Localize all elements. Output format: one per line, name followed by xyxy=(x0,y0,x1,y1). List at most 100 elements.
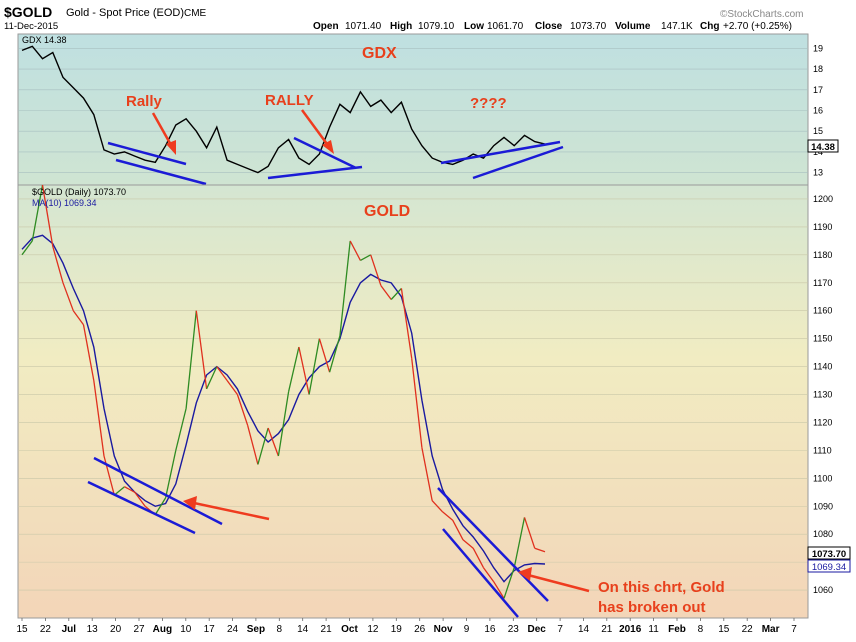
gold-price-segment xyxy=(82,324,95,381)
gold-y-tick-label: 1130 xyxy=(813,390,832,400)
gold-price-segment xyxy=(21,240,33,256)
gold-price-segment xyxy=(257,427,269,465)
gold-price-segment xyxy=(328,335,341,373)
gdx-legend: GDX 14.38 xyxy=(22,35,67,45)
gold-y-tick-label: 1170 xyxy=(813,278,832,288)
gold-price-segment xyxy=(93,380,105,457)
gold-price-line xyxy=(21,184,546,599)
ma-last-value-box: 1069.34 xyxy=(807,559,851,573)
x-axis-tick-label: 7 xyxy=(557,624,563,635)
gold-trendline-1a xyxy=(93,456,223,526)
x-axis-tick-label: 8 xyxy=(698,624,704,635)
brand-label: ©StockCharts.com xyxy=(720,9,804,20)
gdx-last-value-box: 14.38 xyxy=(807,139,839,153)
gold-price-segment xyxy=(103,455,115,496)
gold-last-value: 1073.70 xyxy=(812,549,846,560)
x-axis-tick-label: 15 xyxy=(16,624,28,635)
gdx-y-tick-label: 18 xyxy=(813,64,823,74)
x-axis-tick-label: 12 xyxy=(367,624,379,635)
gold-panel-title: GOLD xyxy=(364,203,410,220)
gold-price-segment xyxy=(206,366,218,390)
breakout-annotation-line1: On this chrt, Gold xyxy=(598,579,725,596)
close-value: 1073.70 xyxy=(570,21,607,32)
gold-price-segment xyxy=(431,500,443,513)
x-axis-tick-label: 26 xyxy=(414,624,426,635)
gold-price-segment xyxy=(236,394,249,426)
high-value: 1079.10 xyxy=(418,21,455,32)
gdx-trendline-3b xyxy=(472,145,564,180)
x-axis-tick-label: 27 xyxy=(133,624,145,635)
gold-price-segment xyxy=(134,491,146,507)
gold-price-segment xyxy=(493,581,505,599)
gold-y-tick-label: 1150 xyxy=(813,334,832,344)
gold-price-segment xyxy=(298,346,310,395)
x-axis-tick-label: Oct xyxy=(341,624,358,635)
x-axis-tick-label: 17 xyxy=(204,624,216,635)
gold-gridlines xyxy=(18,198,808,591)
x-axis-tick-label: Sep xyxy=(247,624,265,635)
gold-price-segment xyxy=(308,338,321,395)
gold-price-segment xyxy=(360,254,372,261)
gdx-plot-background xyxy=(17,33,809,186)
gold-price-segment xyxy=(318,338,331,373)
gold-trendline-1b xyxy=(87,480,196,535)
gold-price-segment xyxy=(185,310,197,409)
gold-y-tick-label: 1200 xyxy=(813,194,833,204)
gold-y-tick-label: 1100 xyxy=(813,473,832,483)
gold-trendline-2b xyxy=(442,528,519,618)
x-axis-tick-label: 14 xyxy=(578,624,590,635)
volume-value: 147.1K xyxy=(661,21,693,32)
symbol-title: $GOLD xyxy=(4,4,52,20)
x-axis-tick-label: Dec xyxy=(528,624,547,635)
gold-legend: $GOLD (Daily) 1073.70 xyxy=(32,187,126,197)
rally-caps-arrow xyxy=(300,109,334,154)
open-label: Open xyxy=(313,21,339,32)
x-axis-tick-label: 9 xyxy=(464,624,470,635)
x-axis-tick-label: Mar xyxy=(762,624,780,635)
gold-price-segment xyxy=(472,547,485,569)
x-axis-tick-label: 16 xyxy=(484,624,496,635)
gold-price-segment xyxy=(226,380,238,395)
gold-price-segment xyxy=(164,450,177,499)
gold-price-segment xyxy=(503,567,515,599)
rally-caps-annotation: RALLY xyxy=(265,92,314,109)
x-axis-tick-label: 21 xyxy=(321,624,333,635)
gold-y-tick-label: 1160 xyxy=(813,306,832,316)
x-axis-tick-label: 11 xyxy=(648,624,659,635)
gold-price-segment xyxy=(462,539,474,549)
gdx-panel-title: GDX xyxy=(362,45,397,62)
gold-price-segment xyxy=(72,310,85,326)
gold-price-segment xyxy=(246,425,259,465)
gold-price-segment xyxy=(442,511,454,521)
close-label: Close xyxy=(535,21,563,32)
gdx-panel: 13141516171819 GDX 14.38 GDX Rally RALLY… xyxy=(17,33,839,186)
gold-y-tick-label: 1140 xyxy=(813,362,832,372)
gold-price-segment xyxy=(287,346,300,392)
gold-last-value-box: 1073.70 xyxy=(807,546,851,560)
high-label: High xyxy=(390,21,412,32)
rally-annotation: Rally xyxy=(126,93,163,110)
gold-price-segment xyxy=(175,408,187,451)
gold-price-segment xyxy=(349,240,361,261)
gold-price-segment xyxy=(124,486,136,493)
x-axis-tick-label: 19 xyxy=(391,624,403,635)
gold-price-segment xyxy=(277,391,290,457)
x-axis-tick-label: 10 xyxy=(180,624,192,635)
gold-price-segment xyxy=(523,517,536,549)
x-axis-tick-label: Aug xyxy=(153,624,172,635)
gold-price-segment xyxy=(390,287,402,300)
gold-y-tick-label: 1110 xyxy=(813,445,832,455)
date-label: 11-Dec-2015 xyxy=(4,21,58,32)
gold-price-segment xyxy=(52,246,64,283)
gdx-y-axis: 13141516171819 xyxy=(813,43,823,177)
gdx-y-tick-label: 19 xyxy=(813,43,823,53)
gold-price-segment xyxy=(380,285,392,300)
low-value: 1061.70 xyxy=(487,21,524,32)
gold-plot-background xyxy=(17,184,809,619)
gold-y-tick-label: 1120 xyxy=(813,417,832,427)
gold-price-segment xyxy=(267,427,280,457)
symbol-description: Gold - Spot Price (EOD) xyxy=(66,7,184,19)
gdx-trendline-2a xyxy=(293,136,357,170)
gold-price-segment xyxy=(339,240,351,336)
